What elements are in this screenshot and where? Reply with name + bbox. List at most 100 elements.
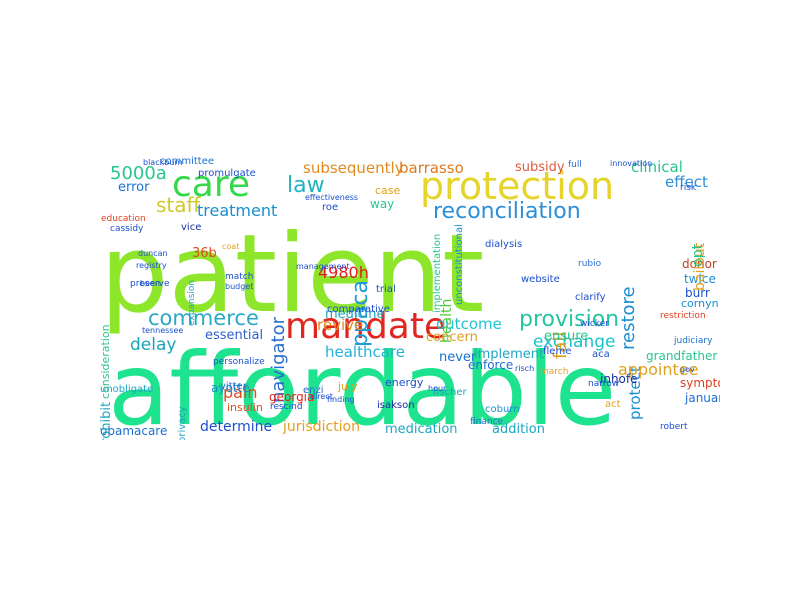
- cloud-word: prohibit: [100, 401, 114, 440]
- cloud-word: implementation: [432, 233, 443, 313]
- cloud-word: january: [685, 391, 720, 405]
- cloud-word: privacy: [177, 406, 188, 440]
- cloud-word: education: [101, 214, 146, 224]
- cloud-word: been: [140, 279, 160, 288]
- cloud-word: ayotte: [211, 381, 250, 395]
- cloud-word: georgia: [269, 390, 315, 404]
- cloud-word: gov: [680, 365, 695, 374]
- cloud-word: vice: [181, 222, 202, 233]
- cloud-word: treatment: [197, 201, 278, 220]
- cloud-word: preserve: [130, 279, 170, 289]
- cloud-word: budget: [225, 282, 254, 291]
- cloud-word: pain: [223, 383, 258, 402]
- cloud-word: delay: [130, 335, 177, 355]
- cloud-word: error: [118, 180, 150, 195]
- cloud-word: coburn: [485, 404, 520, 415]
- cloud-word: 5000a: [110, 163, 167, 184]
- cloud-word: unconstitutional: [454, 224, 465, 305]
- cloud-word: inhofe: [600, 372, 638, 386]
- cloud-word: match: [225, 272, 254, 282]
- cloud-word: law: [287, 173, 325, 198]
- cloud-word: burr: [685, 286, 710, 300]
- cloud-word: appointee: [618, 360, 699, 379]
- cloud-word: cornyn: [681, 297, 719, 310]
- cloud-word: provision: [519, 307, 620, 332]
- cloud-word: grandfather: [646, 349, 718, 363]
- cloud-word: jurisdiction: [283, 419, 360, 435]
- cloud-word: finding: [327, 395, 355, 404]
- cloud-word: symptom: [680, 376, 720, 390]
- cloud-word: robert: [660, 422, 688, 432]
- cloud-word: restore: [618, 286, 639, 350]
- cloud-word: narrow: [588, 379, 620, 389]
- cloud-word: subsidy: [515, 160, 565, 175]
- cloud-word: obamacare: [100, 424, 168, 438]
- cloud-word: staff: [156, 193, 201, 217]
- cloud-word: case: [375, 184, 401, 197]
- cloud-word: duncan: [138, 249, 168, 258]
- cloud-word: isakson: [377, 400, 415, 411]
- cloud-word: opt: [690, 244, 706, 267]
- cloud-word: enzi: [303, 385, 324, 396]
- cloud-word: full: [568, 160, 582, 170]
- cloud-word: unobligate: [100, 384, 154, 395]
- cloud-word: medication: [385, 422, 458, 437]
- cloud-word: march: [540, 367, 569, 377]
- cloud-word: commerce: [148, 306, 259, 330]
- cloud-word: enforce: [468, 358, 514, 372]
- cloud-word: wicker: [580, 319, 609, 329]
- cloud-word: tennessee: [142, 326, 184, 335]
- cloud-word: july: [338, 380, 358, 393]
- cloud-word: trial: [376, 284, 396, 295]
- cloud-word: personalize: [213, 357, 265, 367]
- cloud-word: dialysis: [485, 239, 523, 250]
- cloud-word: twice: [684, 272, 716, 286]
- cloud-word: patient: [100, 212, 485, 337]
- cloud-word: effect: [665, 173, 708, 191]
- cloud-word: never: [439, 350, 477, 365]
- cloud-word: rubio: [578, 259, 602, 269]
- cloud-word: reconciliation: [433, 199, 581, 224]
- word-cloud: patient affordable protection care mandate re…: [100, 155, 720, 440]
- cloud-word: restriction: [660, 311, 706, 321]
- cloud-word: determine: [200, 419, 273, 435]
- cloud-word: registry: [136, 261, 167, 270]
- cloud-word: healthcare: [325, 343, 405, 361]
- cloud-word: vitter: [220, 381, 247, 392]
- cloud-word: innovation: [610, 159, 653, 168]
- cloud-word: exchange: [533, 332, 616, 352]
- cloud-word: ensure: [544, 329, 589, 344]
- cloud-word: judiciary: [674, 336, 713, 346]
- cloud-word: committee: [160, 156, 215, 167]
- cloud-word: 4980h: [318, 263, 369, 282]
- cloud-word: website: [521, 274, 560, 285]
- cloud-word: cassidy: [110, 224, 144, 234]
- cloud-word: clinical: [631, 158, 683, 176]
- cloud-word: rescind: [270, 402, 303, 412]
- cloud-word: promulgate: [198, 168, 256, 179]
- cloud-word: implement: [474, 347, 545, 362]
- cloud-word: protection: [420, 164, 615, 208]
- cloud-word: consideration: [100, 324, 112, 399]
- cloud-word: fleme: [543, 346, 572, 357]
- cloud-word: fischer: [433, 387, 467, 398]
- cloud-word: aca: [592, 349, 610, 360]
- cloud-word: way: [370, 197, 395, 211]
- cloud-word: act: [605, 399, 621, 410]
- cloud-word: essential: [205, 328, 264, 343]
- cloud-word: subsequently: [303, 159, 404, 177]
- cloud-word: risk: [680, 183, 697, 193]
- cloud-word: concern: [426, 330, 478, 345]
- cloud-word: comparative: [327, 304, 390, 315]
- cloud-word: insulin: [227, 401, 263, 414]
- cloud-word: effectiveness: [305, 193, 359, 202]
- cloud-word: finance: [470, 417, 504, 427]
- cloud-word: coat: [222, 242, 240, 251]
- cloud-word: outcome: [436, 315, 502, 333]
- cloud-word: affordable: [108, 331, 617, 440]
- cloud-word: addition: [492, 422, 545, 437]
- cloud-word: clarify: [575, 292, 606, 303]
- cloud-word: management: [296, 262, 350, 271]
- cloud-word: expansion: [187, 279, 197, 326]
- cloud-word: 36b: [192, 246, 217, 261]
